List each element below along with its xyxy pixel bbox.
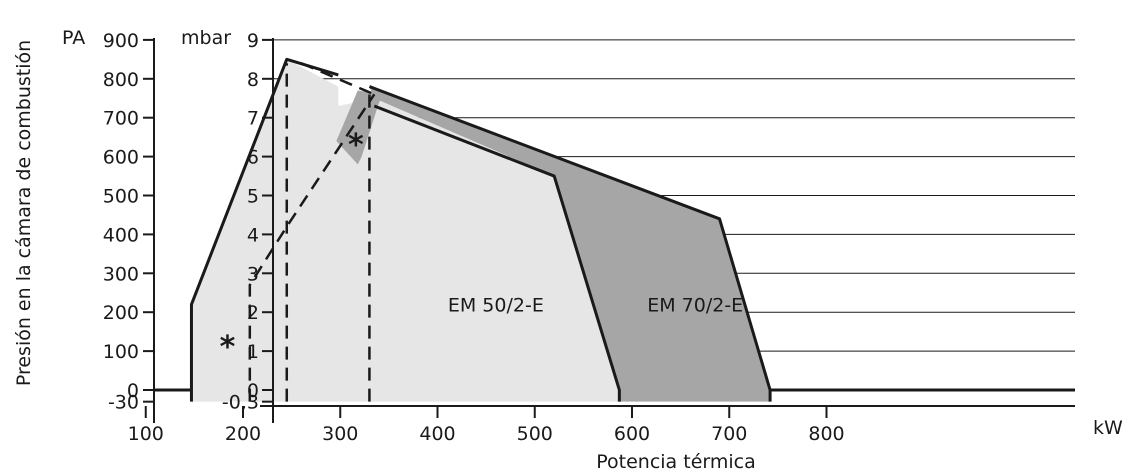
x-tick-label: 100 — [128, 423, 164, 445]
y-right-tick-label: 9 — [247, 30, 259, 52]
y-left-tick-label: 200 — [103, 302, 139, 324]
y-right-tick-label: 1 — [247, 341, 259, 363]
region-outline — [373, 104, 621, 402]
y-right-tick-label: -0,3 — [222, 392, 259, 414]
y-left-tick-label: 300 — [103, 263, 139, 285]
x-tick-label: 800 — [808, 423, 844, 445]
dashed-lines — [248, 62, 376, 402]
region-em-50-2-e — [191, 59, 620, 402]
y-right-unit: mbar — [181, 27, 231, 49]
y-left-tick-label: 100 — [103, 341, 139, 363]
labels: 9008007006005004003002001000-30987654321… — [103, 30, 845, 445]
y-right-tick-label: 5 — [247, 186, 259, 208]
y-right-tick-label: 0 — [247, 380, 259, 402]
y-right-tick-label: 4 — [247, 224, 259, 246]
y-right-tick-label: 6 — [247, 147, 259, 169]
y-left-tick-label: 700 — [103, 108, 139, 130]
x-axis-title: Potencia térmica — [596, 451, 756, 473]
y-left-tick-label: 800 — [103, 69, 139, 91]
x-tick-label: 500 — [517, 423, 553, 445]
x-tick-label: 700 — [711, 423, 747, 445]
y-left-tick-label: 400 — [103, 224, 139, 246]
starred-region — [336, 90, 385, 165]
asterisk-annotation: * — [220, 330, 236, 365]
y-left-tick-label: 0 — [127, 380, 139, 402]
x-tick-label: 200 — [225, 423, 261, 445]
y-left-tick-label: -30 — [108, 392, 139, 414]
asterisk-annotation: * — [348, 128, 364, 163]
dashed-line — [300, 62, 375, 96]
axes — [143, 38, 1075, 423]
y-right-tick-label: 3 — [247, 263, 259, 285]
dashed-line — [248, 93, 376, 402]
y-left-tick-label: 600 — [103, 147, 139, 169]
region-label: EM 50/2-E — [448, 294, 544, 316]
y-axis-title: Presión en la cámara de combustión — [13, 40, 35, 386]
x-axis-unit: kW — [1093, 417, 1123, 439]
x-tick-label: 600 — [614, 423, 650, 445]
region-label: EM 70/2-E — [647, 294, 743, 316]
x-tick-label: 300 — [322, 423, 358, 445]
y-left-unit: PA — [62, 27, 85, 49]
regions — [189, 57, 772, 402]
region-em-70-2-e — [369, 86, 771, 402]
y-left-tick-label: 900 — [103, 30, 139, 52]
x-tick-label: 400 — [419, 423, 455, 445]
y-right-tick-label: 2 — [247, 302, 259, 324]
y-right-tick-label: 7 — [247, 108, 259, 130]
y-right-tick-label: 8 — [247, 69, 259, 91]
y-left-tick-label: 500 — [103, 186, 139, 208]
region-outline — [368, 85, 772, 402]
